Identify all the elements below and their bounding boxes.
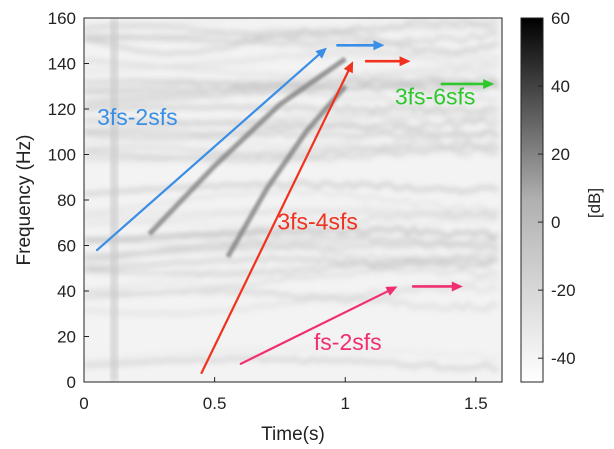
plot-area — [83, 17, 503, 383]
arrow-shaft — [239, 290, 389, 365]
annotation-arrow — [364, 56, 411, 67]
arrow-head — [483, 78, 495, 89]
texture-streak — [84, 131, 499, 148]
arrow-head — [373, 40, 385, 51]
colorbar-tick-label: 60 — [551, 9, 570, 28]
y-tick-label: 120 — [48, 100, 76, 119]
texture-streak — [84, 239, 499, 258]
texture-streak — [84, 180, 499, 196]
annotation-arrow — [411, 281, 463, 292]
texture-streak — [84, 117, 499, 130]
annotation-arrow — [95, 47, 327, 252]
arrow-head — [343, 61, 354, 74]
x-axis-label: Time(s) — [261, 424, 325, 445]
texture-streak — [84, 29, 499, 56]
arrow-shaft — [200, 70, 350, 374]
annotation-label: fs-2sfs — [314, 329, 382, 355]
x-tick-label: 1.5 — [464, 394, 488, 413]
texture-streak — [84, 289, 499, 312]
annotation-arrow — [440, 78, 495, 89]
arrow-head — [451, 281, 463, 292]
annotation: 3fs-4sfs — [200, 56, 411, 374]
y-tick-label: 100 — [48, 146, 76, 165]
texture-streak — [84, 216, 499, 229]
arrow-head — [399, 56, 411, 67]
annotation-arrow — [239, 286, 398, 365]
annotation-arrow — [336, 40, 385, 51]
texture-streak — [84, 226, 499, 242]
colorbar-tick-label: -20 — [551, 281, 576, 300]
spectral-lines — [84, 39, 502, 375]
texture-streak — [84, 22, 499, 40]
axis-ticks: 0 0.5 1 1.5 0 20 40 60 80 100 120 140 160 — [48, 9, 488, 413]
annotation: fs-2sfs — [239, 281, 463, 365]
colorbar: -40 -20 0 20 40 60 [dB] — [520, 9, 604, 383]
annotation-label: 3fs-2sfs — [97, 104, 178, 130]
arrow-head — [315, 47, 327, 59]
x-tick-label: 0 — [79, 394, 88, 413]
texture-streak — [84, 80, 499, 105]
texture-streak — [84, 18, 499, 35]
colorbar-tick-label: 40 — [551, 77, 570, 96]
texture-streak — [84, 356, 499, 372]
texture-streak — [84, 235, 499, 253]
colorbar-gradient — [520, 17, 544, 383]
annotations: 3fs-2sfs 3fs-4sfs 3fs-6sfs fs-2sfs — [95, 40, 495, 374]
texture-streak — [84, 18, 499, 40]
y-tick-label: 20 — [57, 328, 76, 347]
annotation: 3fs-2sfs — [95, 40, 385, 252]
colorbar-tick-label: 0 — [551, 213, 560, 232]
y-axis-label: Frequency (Hz) — [14, 135, 35, 266]
x-tick-label: 0.5 — [203, 394, 227, 413]
texture-streak — [84, 110, 499, 132]
plot-background — [84, 18, 502, 382]
texture-streak — [84, 346, 499, 363]
annotation: 3fs-6sfs — [395, 78, 495, 109]
y-tick-label: 140 — [48, 55, 76, 74]
colorbar-ticks: -40 -20 0 20 40 60 — [538, 9, 576, 368]
annotation-arrow — [200, 61, 354, 374]
arrow-head — [385, 286, 398, 296]
texture-vertical-band — [110, 18, 119, 382]
texture-streak — [84, 79, 499, 93]
y-tick-label: 80 — [57, 191, 76, 210]
colorbar-tick-label: 20 — [551, 145, 570, 164]
colorbar-label: [dB] — [585, 188, 604, 218]
texture-streak — [84, 104, 499, 115]
y-tick-label: 160 — [48, 9, 76, 28]
texture-streak — [84, 60, 499, 79]
spectral-line-chirp — [225, 84, 348, 259]
spectral-line-chirp — [147, 56, 347, 236]
colorbar-tick-label: -40 — [551, 349, 576, 368]
annotation-label: 3fs-4sfs — [277, 209, 358, 235]
texture-streak — [84, 208, 499, 221]
y-tick-label: 60 — [57, 237, 76, 256]
annotation-label: 3fs-6sfs — [395, 83, 476, 109]
y-tick-label: 40 — [57, 282, 76, 301]
y-tick-label: 0 — [67, 373, 76, 392]
arrow-shaft — [95, 53, 320, 252]
texture-streak — [84, 122, 499, 141]
texture-streak — [84, 255, 499, 270]
x-tick-label: 1 — [341, 394, 350, 413]
